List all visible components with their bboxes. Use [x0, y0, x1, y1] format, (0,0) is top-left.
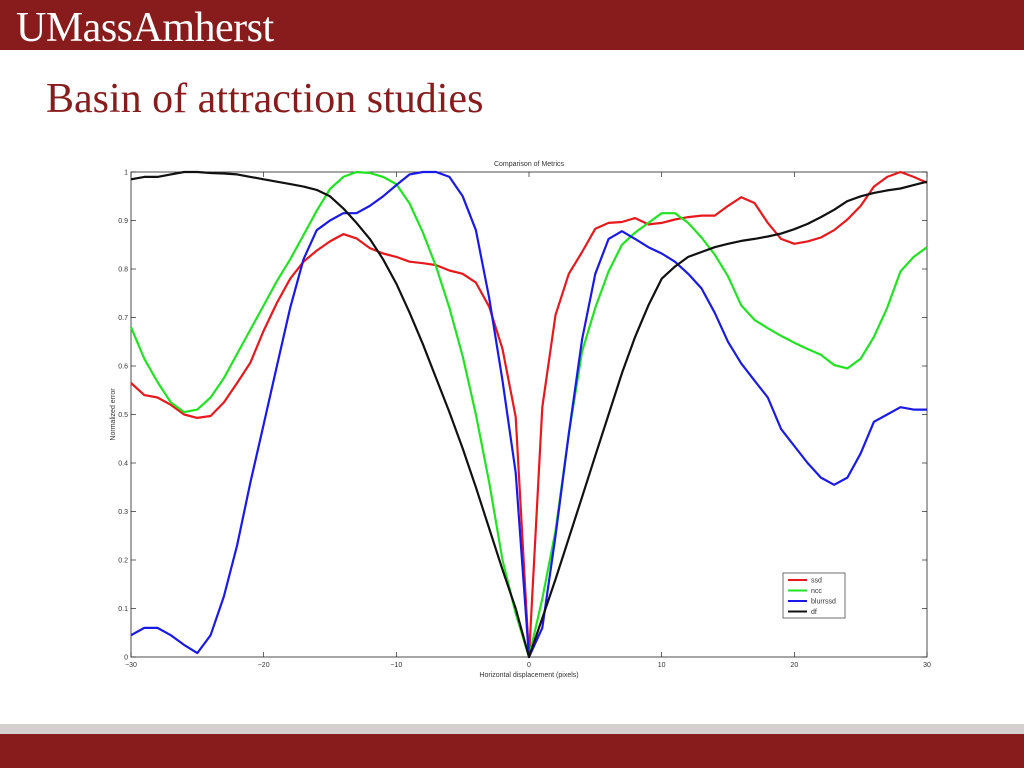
chart-container: −30 −20 −10 0 10 20 30 0 0.1 0.2 0.3 0.4 0.5 0.6 0.7 0.… [100, 150, 950, 690]
y-tick-label: 0.9 [118, 218, 128, 225]
x-tick-label: 0 [527, 662, 531, 669]
y-tick-label: 0.4 [118, 461, 128, 468]
y-tick-label: 0.7 [118, 315, 128, 322]
y-tick-label: 0 [124, 655, 128, 662]
x-tick-label: 20 [790, 662, 798, 669]
legend-label-df: df [811, 609, 817, 616]
x-tick-label: 10 [658, 662, 666, 669]
y-tick-label: 0.8 [118, 267, 128, 274]
y-tick-label: 0.6 [118, 364, 128, 371]
x-axis-label: Horizontal displacement (pixels) [479, 672, 578, 679]
footer-stripe [0, 724, 1024, 734]
series-line-df [130, 170, 928, 659]
umass-amherst-logo: UMassAmherst [16, 5, 274, 51]
y-tick-label: 0.1 [118, 606, 128, 613]
line-chart: −30 −20 −10 0 10 20 30 0 0.1 0.2 0.3 0.4 0.5 0.6 0.7 0.… [110, 161, 931, 679]
footer-bar [0, 734, 1024, 768]
chart-title: Comparison of Metrics [494, 161, 565, 168]
header-bar: UMassAmherst [0, 0, 1024, 50]
x-tick-label: −30 [125, 662, 137, 669]
slide-title: Basin of attraction studies [46, 76, 484, 122]
x-tick-label: −20 [258, 662, 270, 669]
y-tick-label: 1 [124, 170, 128, 177]
legend-label-ssd: ssd [811, 578, 822, 585]
x-tick-label: −10 [390, 662, 402, 669]
y-tick-label: 0.2 [118, 558, 128, 565]
x-tick-label: 30 [923, 662, 931, 669]
y-tick-label: 0.5 [118, 412, 128, 419]
legend-label-blurrssd: blurrssd [811, 599, 836, 606]
legend-label-ncc: ncc [811, 588, 822, 595]
y-axis-label: Normalized error [110, 388, 117, 441]
y-tick-label: 0.3 [118, 509, 128, 516]
